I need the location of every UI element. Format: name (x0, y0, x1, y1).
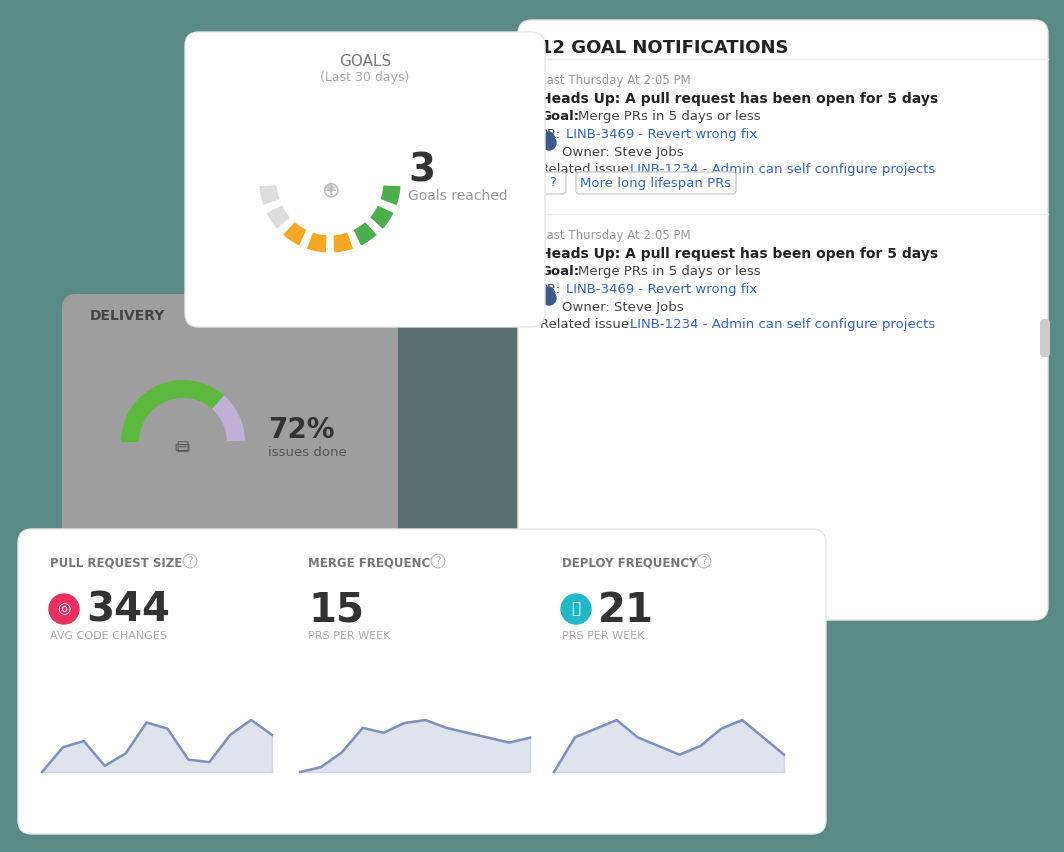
Text: ?: ? (701, 556, 706, 566)
Text: Heads Up: A pull request has been open for 5 days: Heads Up: A pull request has been open f… (541, 247, 938, 261)
Polygon shape (379, 184, 402, 207)
Text: ⊟: ⊟ (176, 438, 189, 456)
FancyBboxPatch shape (1040, 319, 1050, 357)
Text: (Last 30 days): (Last 30 days) (320, 71, 410, 84)
Text: 344: 344 (86, 591, 170, 631)
Text: DEPLOY FREQUENCY: DEPLOY FREQUENCY (562, 557, 698, 570)
Text: Owner: Steve Jobs: Owner: Steve Jobs (562, 301, 684, 314)
Text: PRS PER WEEK: PRS PER WEEK (562, 631, 645, 641)
Polygon shape (305, 231, 328, 254)
Text: LINB-1234 - Admin can self configure projects: LINB-1234 - Admin can self configure pro… (630, 163, 935, 176)
Text: DELIVERY: DELIVERY (90, 309, 165, 323)
FancyBboxPatch shape (576, 172, 736, 194)
Text: Last Thursday At 2:05 PM: Last Thursday At 2:05 PM (541, 229, 691, 242)
Circle shape (542, 291, 556, 305)
Text: 21: 21 (598, 591, 654, 631)
Text: ?: ? (550, 176, 556, 189)
Text: ?: ? (435, 556, 440, 566)
Text: Merge PRs in 5 days or less: Merge PRs in 5 days or less (578, 265, 761, 278)
Text: ?: ? (187, 556, 193, 566)
Text: ▭: ▭ (173, 438, 190, 456)
Circle shape (545, 287, 553, 295)
Text: Last Thursday At 2:05 PM: Last Thursday At 2:05 PM (541, 74, 691, 87)
Text: GOALS: GOALS (338, 54, 392, 69)
Circle shape (542, 136, 556, 150)
Text: 72%: 72% (268, 416, 334, 444)
Polygon shape (352, 220, 379, 247)
FancyBboxPatch shape (62, 294, 520, 562)
Text: Merge PRs in 5 days or less: Merge PRs in 5 days or less (578, 110, 761, 123)
Text: PR:: PR: (541, 128, 561, 141)
Text: Goal:: Goal: (541, 110, 579, 123)
Text: More long lifespan PRs: More long lifespan PRs (581, 176, 732, 189)
Text: Heads Up: A pull request has been open for 5 days: Heads Up: A pull request has been open f… (541, 92, 938, 106)
Text: issues done: issues done (268, 446, 347, 458)
Text: Goals reached: Goals reached (408, 189, 508, 203)
Circle shape (49, 594, 79, 624)
Bar (398, 294, 520, 562)
Text: LINB-1234 - Admin can self configure projects: LINB-1234 - Admin can self configure pro… (630, 318, 935, 331)
Text: 👍: 👍 (571, 602, 581, 617)
Text: 3: 3 (408, 151, 435, 189)
Bar (398, 294, 418, 562)
Polygon shape (121, 380, 225, 442)
FancyBboxPatch shape (541, 172, 566, 194)
Text: AVG CODE CHANGES: AVG CODE CHANGES (50, 631, 167, 641)
Text: LINB-3469 - Revert wrong fix: LINB-3469 - Revert wrong fix (566, 128, 758, 141)
Text: ◎: ◎ (57, 602, 70, 617)
Polygon shape (332, 231, 355, 254)
Polygon shape (259, 184, 281, 207)
Polygon shape (281, 220, 309, 247)
Text: MERGE FREQUENCY: MERGE FREQUENCY (307, 557, 438, 570)
Text: Related issue:: Related issue: (541, 163, 633, 176)
Text: 15: 15 (307, 591, 364, 631)
Circle shape (561, 594, 591, 624)
Text: PRS PER WEEK: PRS PER WEEK (307, 631, 390, 641)
Text: PR:: PR: (541, 283, 561, 296)
Text: ✦: ✦ (322, 181, 337, 199)
Polygon shape (368, 204, 396, 231)
Text: 12 GOAL NOTIFICATIONS: 12 GOAL NOTIFICATIONS (541, 39, 788, 57)
Text: Related issue:: Related issue: (541, 318, 633, 331)
Text: ⊕: ⊕ (321, 180, 340, 200)
FancyBboxPatch shape (185, 32, 545, 327)
Polygon shape (265, 204, 292, 231)
Text: PULL REQUEST SIZE: PULL REQUEST SIZE (50, 557, 182, 570)
Circle shape (545, 132, 553, 140)
Text: Owner: Steve Jobs: Owner: Steve Jobs (562, 146, 684, 159)
FancyBboxPatch shape (398, 294, 520, 562)
FancyBboxPatch shape (18, 529, 826, 834)
Text: LINB-3469 - Revert wrong fix: LINB-3469 - Revert wrong fix (566, 283, 758, 296)
FancyBboxPatch shape (518, 20, 1048, 620)
Text: Goal:: Goal: (541, 265, 579, 278)
Polygon shape (212, 395, 245, 441)
